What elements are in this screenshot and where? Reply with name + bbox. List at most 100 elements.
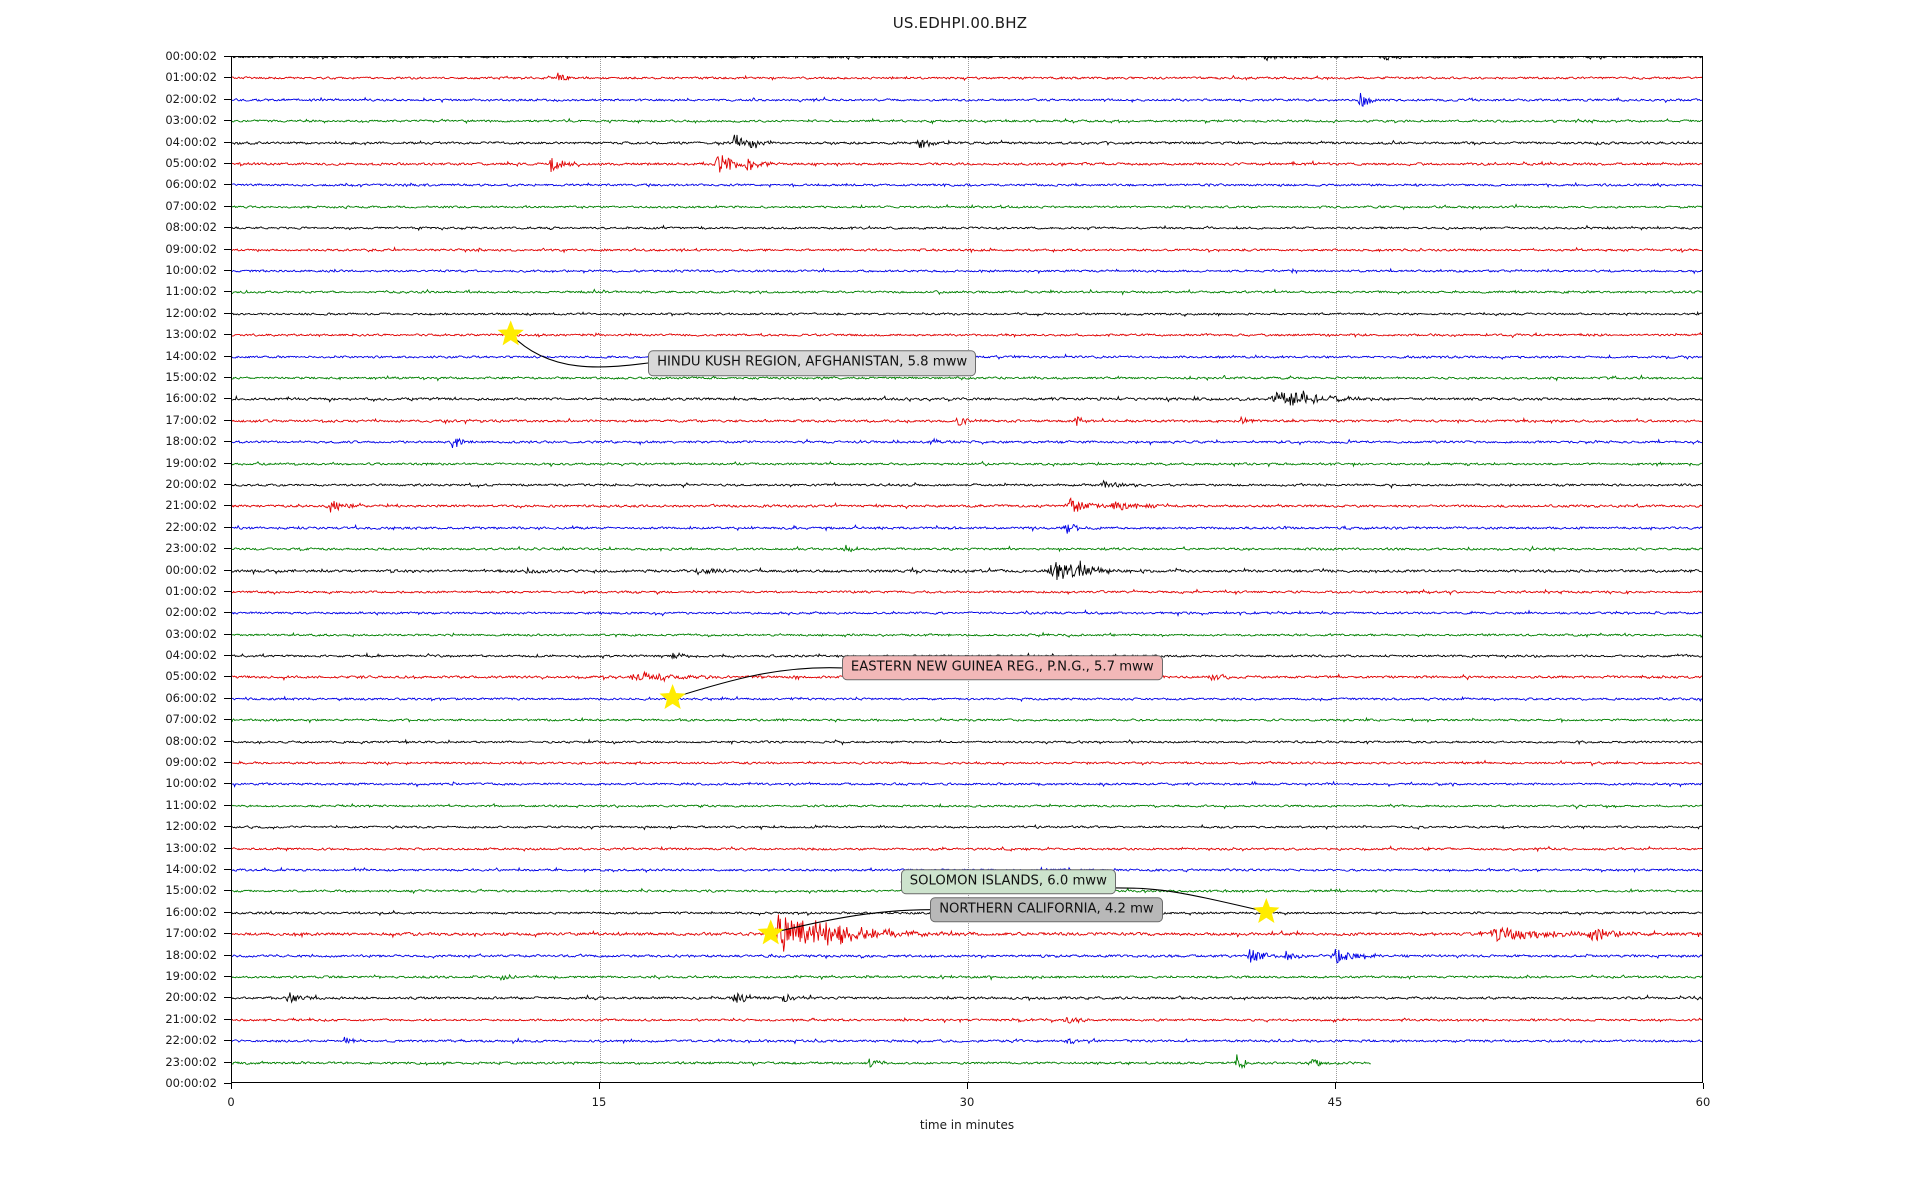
seismic-trace — [232, 957, 1702, 997]
y-axis-tick-mark — [224, 505, 231, 507]
seismic-trace — [232, 593, 1702, 633]
x-axis-tick-label: 0 — [227, 1095, 235, 1109]
y-axis-tick-mark — [224, 783, 231, 785]
y-axis-tick-label: 05:00:02 — [165, 155, 217, 170]
y-axis-tick-label: 07:00:02 — [165, 712, 217, 727]
y-axis-tick-label: 04:00:02 — [165, 648, 217, 663]
y-axis-tick-label: 23:00:02 — [165, 1054, 217, 1069]
y-axis-tick-label: 22:00:02 — [165, 519, 217, 534]
gridline-45 — [1336, 57, 1337, 1082]
y-axis-tick-label: 20:00:02 — [165, 476, 217, 491]
y-axis-tick-mark — [224, 569, 231, 571]
y-axis-tick-mark — [224, 98, 231, 100]
y-axis-tick-mark — [224, 697, 231, 699]
seismic-trace — [232, 572, 1702, 612]
y-axis-tick-label: 08:00:02 — [165, 220, 217, 235]
y-axis-tick-label: 07:00:02 — [165, 198, 217, 213]
y-axis-tick-label: 08:00:02 — [165, 733, 217, 748]
x-axis-tick-mark — [599, 1083, 600, 1089]
seismic-trace — [232, 101, 1702, 141]
seismic-trace — [232, 722, 1702, 762]
seismic-trace — [232, 251, 1702, 291]
y-axis-tick-label: 05:00:02 — [165, 669, 217, 684]
y-axis-tick-mark — [224, 1083, 231, 1084]
y-axis-tick-mark — [224, 248, 231, 250]
event-annotation-label[interactable]: EASTERN NEW GUINEA REG., P.N.G., 5.7 mww — [841, 655, 1163, 681]
y-axis-tick-label: 21:00:02 — [165, 1011, 217, 1026]
y-axis-tick-mark — [224, 269, 231, 271]
y-axis-tick-label: 10:00:02 — [165, 776, 217, 791]
y-axis-tick-label: 15:00:02 — [165, 369, 217, 384]
y-axis-tick-mark — [224, 483, 231, 485]
event-annotation-label[interactable]: SOLOMON ISLANDS, 6.0 mww — [900, 869, 1116, 895]
y-axis-tick-mark — [224, 762, 231, 764]
x-axis-tick-label: 30 — [959, 1095, 975, 1109]
seismic-trace — [232, 230, 1702, 270]
y-axis-tick-label: 22:00:02 — [165, 1033, 217, 1048]
event-annotation-label[interactable]: HINDU KUSH REGION, AFGHANISTAN, 5.8 mww — [648, 350, 977, 376]
y-axis-tick-label: 02:00:02 — [165, 605, 217, 620]
y-axis-tick-mark — [224, 976, 231, 978]
seismic-trace — [232, 208, 1702, 248]
seismic-trace — [232, 187, 1702, 227]
y-axis-tick-label: 11:00:02 — [165, 797, 217, 812]
y-axis-tick-label: 16:00:02 — [165, 904, 217, 919]
y-axis-tick-label: 13:00:02 — [165, 840, 217, 855]
seismic-trace — [232, 743, 1702, 783]
y-axis-tick-label: 19:00:02 — [165, 969, 217, 984]
y-axis-tick-label: 01:00:02 — [165, 583, 217, 598]
seismic-trace — [232, 700, 1702, 740]
seismic-trace — [232, 465, 1702, 505]
y-axis-tick-label: 16:00:02 — [165, 391, 217, 406]
y-axis-tick-label: 00:00:02 — [165, 49, 217, 63]
x-axis: 0 15 30 45 60 — [227, 1083, 1710, 1117]
y-axis-tick-mark — [224, 633, 231, 635]
y-axis-tick-label: 17:00:02 — [165, 926, 217, 941]
y-axis-tick-mark — [224, 398, 231, 400]
y-axis-tick-mark — [224, 376, 231, 378]
y-axis-tick-mark — [224, 590, 231, 592]
seismic-trace — [232, 807, 1702, 847]
seismic-trace — [232, 551, 1702, 591]
y-axis-tick-mark — [224, 847, 231, 849]
y-axis-tick-label: 11:00:02 — [165, 284, 217, 299]
y-axis-tick-mark — [224, 334, 231, 336]
y-axis-tick-label: 12:00:02 — [165, 819, 217, 834]
y-axis-tick-mark — [224, 933, 231, 935]
y-axis-tick-label: 03:00:02 — [165, 113, 217, 128]
x-axis-title: time in minutes — [919, 1118, 1015, 1132]
seismic-trace — [232, 508, 1702, 548]
seismic-trace — [232, 1021, 1702, 1061]
seismic-trace — [232, 294, 1702, 334]
seismic-trace — [232, 1043, 1702, 1083]
seismic-trace — [232, 123, 1702, 163]
y-axis-tick-label: 09:00:02 — [165, 241, 217, 256]
event-annotation-label[interactable]: NORTHERN CALIFORNIA, 4.2 mw — [930, 896, 1163, 923]
y-axis-tick-mark — [224, 869, 231, 871]
x-axis-tick-mark — [967, 1083, 968, 1089]
y-axis-tick-mark — [224, 997, 231, 999]
y-axis-tick-label: 06:00:02 — [165, 177, 217, 192]
seismic-trace — [232, 144, 1702, 184]
y-axis-tick-label: 06:00:02 — [165, 690, 217, 705]
y-axis-tick-mark — [224, 655, 231, 657]
event-annotation-layer: HINDU KUSH REGION, AFGHANISTAN, 5.8 mww E… — [231, 56, 1703, 1083]
y-axis-tick-mark — [224, 162, 231, 164]
y-axis-tick-mark — [224, 355, 231, 357]
gridline-15 — [600, 57, 601, 1082]
y-axis-tick-label: 20:00:02 — [165, 990, 217, 1005]
seismic-trace — [232, 80, 1702, 120]
y-axis-tick-mark — [224, 56, 231, 57]
seismic-trace — [232, 786, 1702, 826]
seismic-trace — [232, 401, 1702, 441]
y-axis-tick-mark — [224, 77, 231, 79]
y-axis-tick-mark — [224, 205, 231, 207]
y-axis-tick-mark — [224, 120, 231, 122]
plot-area — [231, 56, 1703, 1083]
seismic-trace — [232, 978, 1702, 1018]
y-axis-tick-mark — [224, 1040, 231, 1042]
y-axis-tick-mark — [224, 141, 231, 143]
y-axis-tick-label: 14:00:02 — [165, 348, 217, 363]
y-axis-tick-label: 01:00:02 — [165, 70, 217, 85]
